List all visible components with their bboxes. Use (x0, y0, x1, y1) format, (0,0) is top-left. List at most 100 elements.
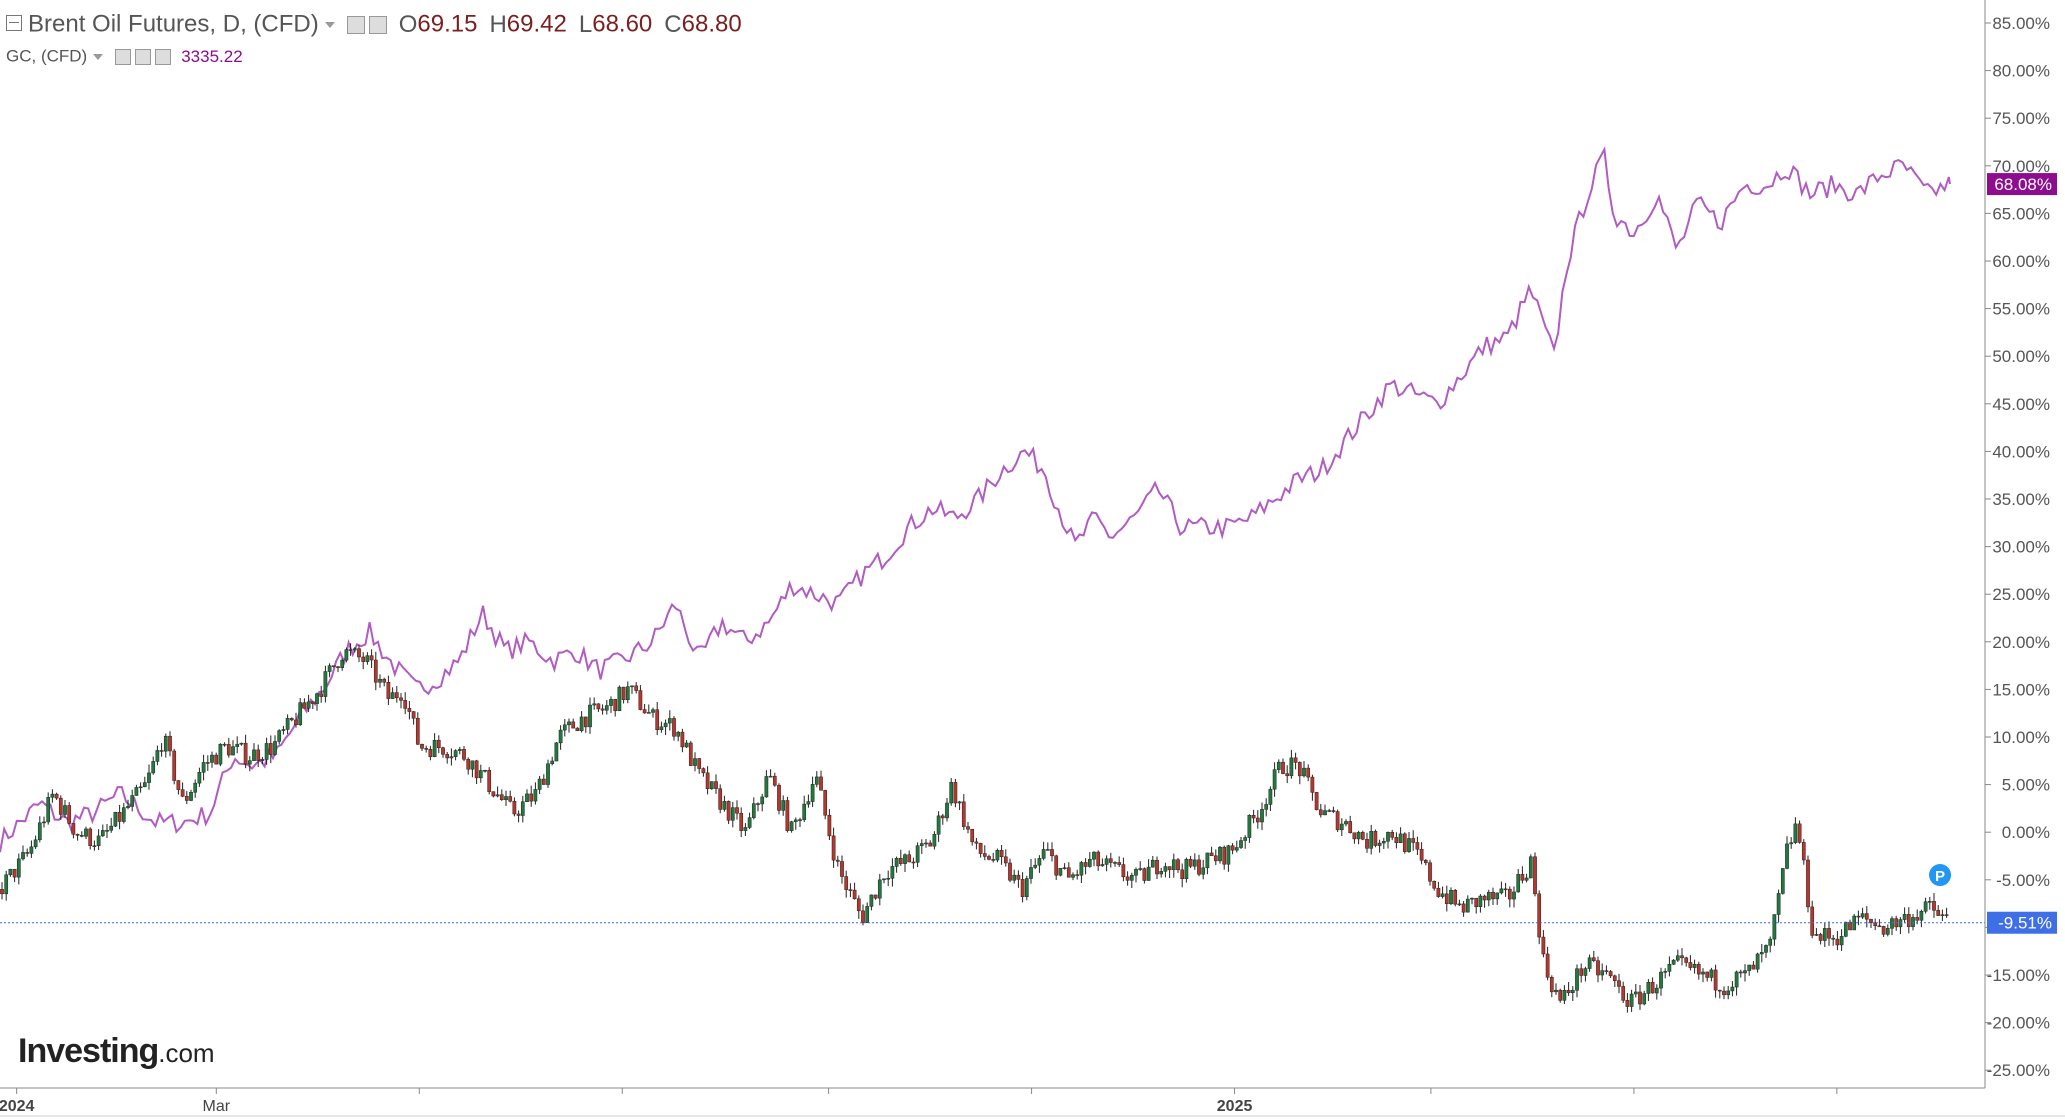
candle[interactable] (1146, 859, 1151, 881)
candle[interactable] (739, 807, 744, 838)
candle[interactable] (1087, 851, 1092, 868)
candle[interactable] (693, 752, 697, 772)
candle[interactable] (1608, 970, 1613, 978)
candle[interactable] (1524, 873, 1529, 883)
candle[interactable] (1650, 977, 1655, 994)
candle[interactable] (663, 719, 668, 736)
candle[interactable] (1713, 964, 1718, 998)
candle[interactable] (1188, 855, 1193, 869)
candle[interactable] (1843, 921, 1848, 938)
candle[interactable] (957, 800, 962, 811)
candle[interactable] (42, 816, 46, 828)
candle[interactable] (1150, 855, 1155, 868)
candle[interactable] (29, 840, 34, 858)
candle[interactable] (1155, 856, 1159, 880)
candle[interactable] (1503, 882, 1508, 897)
candle[interactable] (709, 781, 714, 790)
candle[interactable] (1159, 867, 1164, 878)
candle[interactable] (856, 895, 861, 919)
candle[interactable] (4, 870, 9, 901)
candle[interactable] (1436, 881, 1441, 898)
main-series-title[interactable]: Brent Oil Futures, D, (CFD) (28, 10, 319, 38)
candle[interactable] (1066, 862, 1071, 878)
candle[interactable] (1633, 983, 1638, 998)
candle[interactable] (1108, 852, 1113, 868)
candle[interactable] (1772, 914, 1777, 946)
candle[interactable] (1276, 759, 1281, 774)
candle[interactable] (1129, 872, 1134, 889)
candle[interactable] (840, 855, 844, 884)
candle[interactable] (1667, 956, 1672, 977)
candle[interactable] (1797, 820, 1802, 844)
candle[interactable] (33, 835, 38, 849)
candle[interactable] (1936, 905, 1941, 916)
candle[interactable] (1482, 894, 1487, 908)
candle[interactable] (407, 701, 412, 720)
candle[interactable] (609, 696, 613, 713)
candle[interactable] (214, 752, 219, 765)
candle[interactable] (470, 760, 475, 778)
candle[interactable] (642, 703, 647, 714)
candle[interactable] (315, 692, 319, 711)
candle[interactable] (1465, 895, 1470, 913)
candle[interactable] (1029, 859, 1033, 884)
candle[interactable] (915, 842, 920, 868)
candle[interactable] (684, 739, 689, 748)
candle[interactable] (919, 839, 924, 855)
candle[interactable] (785, 796, 790, 833)
candle[interactable] (987, 854, 991, 861)
candle[interactable] (1100, 858, 1105, 867)
candle[interactable] (1944, 907, 1949, 918)
candle[interactable] (1612, 974, 1617, 987)
candle[interactable] (1906, 907, 1911, 934)
candle[interactable] (1696, 961, 1701, 980)
candle[interactable] (869, 894, 874, 911)
candle[interactable] (1617, 973, 1621, 994)
candle[interactable] (1163, 862, 1168, 878)
candle[interactable] (638, 685, 643, 711)
candle[interactable] (176, 780, 181, 795)
candle[interactable] (890, 858, 895, 887)
candle[interactable] (147, 764, 151, 790)
candle[interactable] (462, 746, 466, 761)
candle[interactable] (1432, 880, 1437, 891)
candle[interactable] (1835, 931, 1840, 951)
candle[interactable] (1839, 929, 1844, 951)
candle[interactable] (457, 746, 462, 755)
candle[interactable] (1024, 875, 1029, 901)
candle[interactable] (680, 728, 685, 753)
candle[interactable] (579, 711, 584, 733)
candle[interactable] (936, 811, 941, 842)
candle[interactable] (999, 845, 1004, 865)
candle[interactable] (714, 774, 718, 794)
candle[interactable] (1377, 839, 1382, 853)
candle[interactable] (1894, 915, 1899, 931)
candle[interactable] (302, 698, 307, 709)
candle[interactable] (554, 742, 559, 762)
candle[interactable] (189, 789, 193, 802)
candle[interactable] (201, 754, 206, 781)
candle[interactable] (46, 792, 51, 825)
compare-series-title[interactable]: GC, (CFD) (6, 46, 88, 66)
candle[interactable] (1495, 892, 1500, 905)
candle[interactable] (369, 649, 374, 669)
candle[interactable] (1659, 967, 1663, 996)
candle[interactable] (882, 878, 886, 884)
candle[interactable] (1373, 829, 1378, 848)
candle[interactable] (399, 693, 403, 709)
candle[interactable] (138, 782, 143, 793)
candle[interactable] (932, 831, 937, 850)
candle[interactable] (667, 710, 672, 731)
candle[interactable] (512, 797, 517, 817)
candle[interactable] (12, 868, 17, 883)
candle[interactable] (1012, 869, 1017, 884)
candle[interactable] (760, 793, 765, 812)
candle[interactable] (184, 791, 189, 805)
candle[interactable] (1768, 936, 1773, 953)
candle[interactable] (96, 829, 101, 851)
candle[interactable] (1671, 959, 1676, 965)
candle[interactable] (1512, 886, 1516, 908)
candle[interactable] (1394, 832, 1399, 849)
candle[interactable] (1709, 967, 1714, 982)
candle[interactable] (1911, 914, 1915, 931)
